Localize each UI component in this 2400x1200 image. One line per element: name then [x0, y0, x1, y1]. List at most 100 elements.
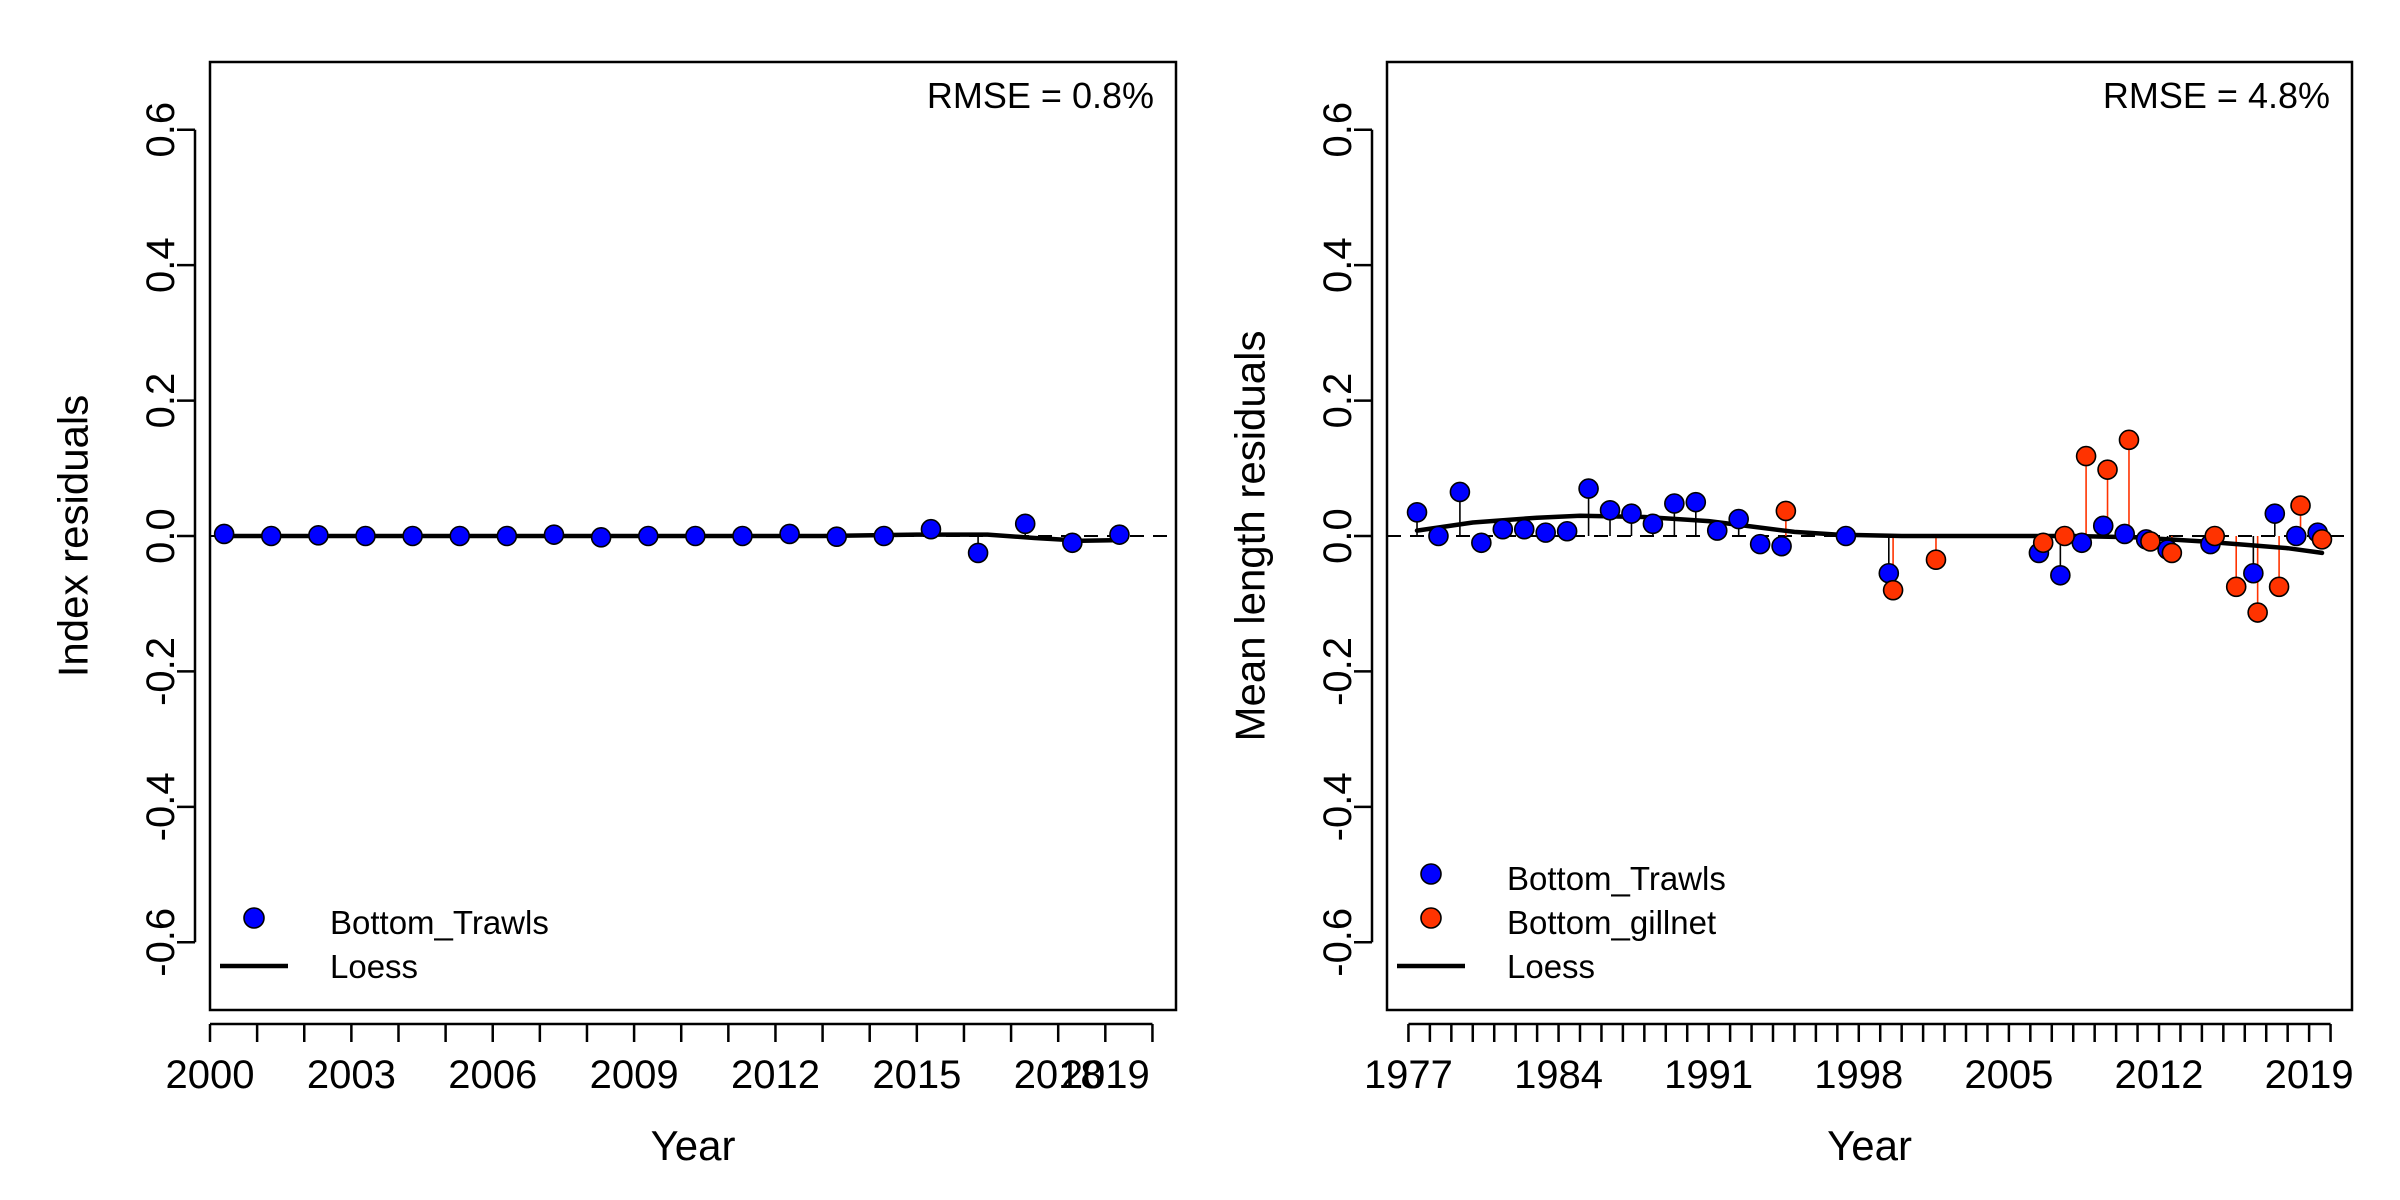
bottom-trawls-point: [2264, 503, 2286, 524]
bottom-trawls-point: [1835, 525, 1857, 547]
bottom-trawls-point: [967, 542, 989, 564]
bottom-gillnet-point: [1925, 549, 1947, 571]
y-tick-label: 0.6: [139, 102, 183, 158]
bottom-trawls-point: [2243, 562, 2264, 584]
bottom-trawls-point: [402, 525, 423, 547]
bottom-trawls-point: [779, 523, 800, 545]
bottom-gillnet-point: [2247, 602, 2268, 623]
bottom-gillnet-point: [1882, 579, 1904, 601]
bottom-trawls-point: [1578, 478, 1599, 499]
y-tick-label: -0.2: [1316, 637, 1360, 706]
y-tick-label: 0.4: [1316, 237, 1360, 293]
x-tick-label: 1977: [1364, 1053, 1453, 1097]
bottom-trawls-point: [260, 525, 282, 547]
bottom-gillnet-point: [2075, 445, 2097, 467]
bottom-trawls-point: [496, 525, 518, 547]
x-tick-label: 1991: [1664, 1053, 1753, 1097]
legend-label: Bottom_gillnet: [1507, 904, 1716, 941]
bottom-trawls-point: [1556, 520, 1578, 542]
bottom-trawls-point: [2092, 515, 2114, 537]
rmse-annotation: RMSE = 0.8%: [927, 75, 1154, 116]
x-tick-label: 2012: [2115, 1053, 2204, 1097]
y-tick-label: 0.2: [139, 373, 183, 429]
x-tick-label: 2018: [1014, 1053, 1103, 1097]
bottom-trawls-point: [1014, 513, 1036, 535]
bottom-trawls-point: [1492, 518, 1514, 540]
x-tick-label: 2000: [166, 1053, 255, 1097]
bottom-trawls-point: [732, 525, 753, 547]
y-tick-label: -0.4: [1316, 772, 1360, 841]
bottom-trawls-point: [873, 525, 895, 547]
bottom-trawls-point: [1642, 513, 1664, 535]
bottom-trawls-point: [2114, 523, 2135, 545]
legend-label: Bottom_Trawls: [330, 904, 549, 941]
legend-marker: [1420, 863, 1442, 885]
y-tick-label: -0.6: [1316, 908, 1360, 977]
x-axis-title: Year: [1827, 1122, 1912, 1169]
y-axis-title: Mean length residuals: [1227, 331, 1274, 742]
bottom-gillnet-point: [2161, 542, 2183, 564]
legend-label: Bottom_Trawls: [1507, 860, 1726, 897]
y-tick-label: 0.2: [1316, 373, 1360, 429]
x-tick-label: 2012: [731, 1053, 820, 1097]
bottom-trawls-point: [213, 523, 235, 545]
bottom-trawls-point: [449, 525, 471, 547]
bottom-trawls-point: [1621, 503, 1642, 524]
bottom-gillnet-point: [2140, 531, 2161, 552]
bottom-trawls-point: [2050, 564, 2071, 586]
bottom-trawls-point: [543, 524, 565, 545]
bottom-trawls-point: [826, 526, 848, 547]
bottom-trawls-point: [308, 525, 329, 546]
bottom-gillnet-point: [2032, 532, 2054, 554]
bottom-gillnet-point: [2204, 525, 2226, 547]
bottom-gillnet-point: [2097, 459, 2118, 480]
bottom-trawls-point: [1513, 518, 1535, 540]
bottom-trawls-point: [2285, 525, 2307, 547]
y-tick-label: -0.2: [139, 637, 183, 706]
bottom-trawls-point: [1685, 491, 1707, 513]
y-tick-label: 0.6: [1316, 102, 1360, 158]
bottom-gillnet-point: [1775, 500, 1797, 522]
bottom-trawls-point: [1749, 533, 1771, 555]
x-tick-label: 2005: [1964, 1053, 2053, 1097]
legend-marker: [1420, 907, 1442, 929]
legend-marker: [243, 907, 265, 929]
y-tick-label: 0.0: [139, 508, 183, 564]
x-tick-label: 2015: [872, 1053, 961, 1097]
bottom-trawls-point: [355, 525, 376, 547]
bottom-gillnet-point: [2311, 529, 2333, 550]
bottom-trawls-point: [2071, 532, 2093, 554]
bottom-trawls-point: [1471, 532, 1492, 554]
bottom-trawls-point: [1599, 499, 1621, 521]
y-tick-label: 0.4: [139, 237, 183, 293]
bottom-trawls-point: [1449, 481, 1471, 503]
y-tick-label: -0.6: [139, 908, 183, 977]
x-tick-label: 2006: [448, 1053, 537, 1097]
bottom-gillnet-point: [2268, 576, 2290, 598]
bottom-gillnet-point: [2290, 495, 2311, 516]
bottom-gillnet-point: [2118, 429, 2140, 451]
y-axis-title: Index residuals: [50, 395, 97, 678]
bottom-trawls-point: [1428, 525, 1449, 547]
bottom-trawls-point: [920, 518, 942, 540]
bottom-trawls-point: [1109, 524, 1130, 545]
mean-length-residuals-panel: 1977 1984 1991 1998 2005 2012 2019 0.6 0.4 0.2 0.0…: [1227, 60, 2354, 1169]
bottom-gillnet-point: [2225, 576, 2247, 598]
x-tick-label: 1984: [1514, 1053, 1603, 1097]
bottom-trawls-point: [1406, 501, 1428, 523]
bottom-trawls-point: [637, 525, 659, 547]
x-tick-label: 2019: [2265, 1053, 2354, 1097]
bottom-trawls-point: [1062, 532, 1083, 554]
y-tick-label: 0.0: [1316, 508, 1360, 564]
x-tick-label: 2003: [307, 1053, 396, 1097]
bottom-trawls-point: [1535, 522, 1556, 543]
bottom-gillnet-point: [2054, 525, 2075, 547]
legend-label: Loess: [330, 948, 418, 985]
x-tick-label: 2009: [590, 1053, 679, 1097]
rmse-annotation: RMSE = 4.8%: [2103, 75, 2330, 116]
x-axis-title: Year: [651, 1122, 736, 1169]
bottom-trawls-point: [590, 527, 612, 548]
bottom-trawls-point: [1706, 520, 1728, 541]
